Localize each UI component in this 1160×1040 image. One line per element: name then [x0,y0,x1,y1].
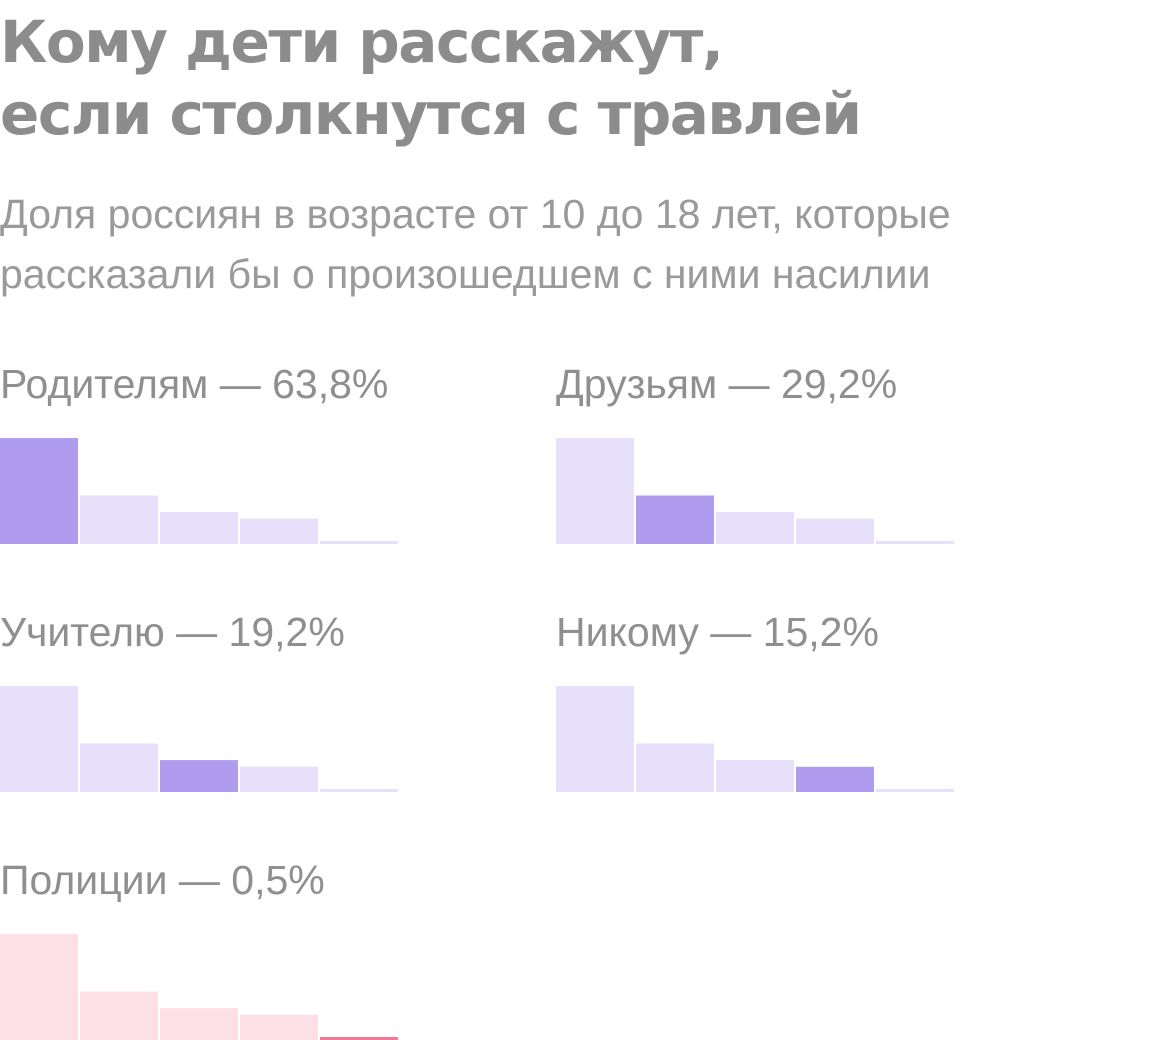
bar-2-4 [796,518,874,544]
bar-2-3 [716,512,794,544]
bar-4-3 [716,760,794,792]
bar-5-3 [160,1008,238,1040]
bar-5-4 [240,1014,318,1040]
chart-label-4: Никому — 15,2% [556,609,879,655]
bar-3-1 [0,686,78,792]
small-chart-5: Полиции — 0,5% [0,857,398,1040]
bar-5-5 [320,1037,398,1040]
chart-label-3: Учителю — 19,2% [0,609,345,655]
bar-5-1 [0,934,78,1040]
small-chart-4: Никому — 15,2% [556,609,954,792]
bar-4-1 [556,686,634,792]
bar-1-4 [240,518,318,544]
bar-4-5 [876,789,954,792]
bar-4-4 [796,766,874,792]
bar-3-5 [320,789,398,792]
bar-3-3 [160,760,238,792]
bar-5-2 [80,991,158,1040]
bar-3-4 [240,766,318,792]
chart-label-5: Полиции — 0,5% [0,857,325,903]
small-chart-1: Родителям — 63,8% [0,361,398,544]
chart-label-2: Друзьям — 29,2% [556,361,897,407]
chart-subtitle: Доля россиян в возрасте от 10 до 18 лет,… [0,184,951,304]
bar-1-1 [0,438,78,544]
bar-4-2 [636,743,714,792]
chart-subtitle-line-1: Доля россиян в возрасте от 10 до 18 лет,… [0,191,951,237]
chart-title: Кому дети расскажут, если столкнутся с т… [0,6,862,150]
small-chart-2: Друзьям — 29,2% [556,361,954,544]
bar-1-5 [320,541,398,544]
bar-2-1 [556,438,634,544]
bar-2-2 [636,495,714,544]
chart-title-line-1: Кому дети расскажут, [0,8,724,76]
bar-2-5 [876,541,954,544]
bar-3-2 [80,743,158,792]
chart-subtitle-line-2: рассказали бы о произошедшем с ними наси… [0,251,931,297]
chart-title-line-2: если столкнутся с травлей [0,80,862,148]
small-chart-3: Учителю — 19,2% [0,609,398,792]
bar-1-2 [80,495,158,544]
chart-label-1: Родителям — 63,8% [0,361,388,407]
bar-1-3 [160,512,238,544]
